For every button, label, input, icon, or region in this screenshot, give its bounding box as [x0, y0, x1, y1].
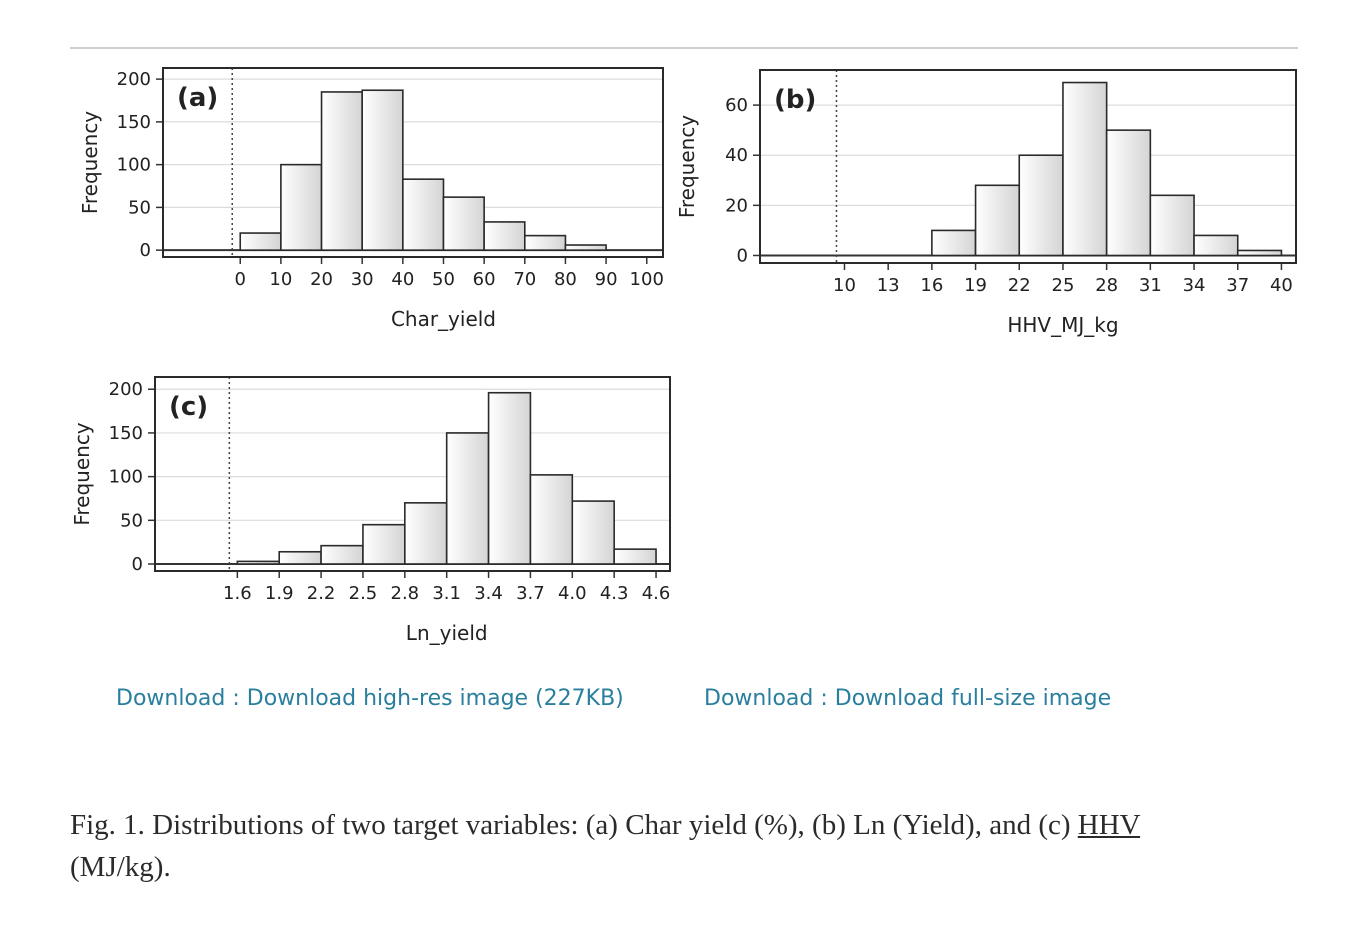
bar: [931, 229, 977, 257]
x-tick-label: 3.4: [474, 583, 503, 604]
x-tick-label: 40: [1270, 275, 1293, 296]
panel-label: (b): [774, 85, 816, 115]
y-tick-label: 20: [725, 195, 748, 216]
bar: [320, 544, 364, 565]
download-link[interactable]: Download : Download full-size image: [704, 686, 1112, 711]
x-tick-label: 19: [964, 275, 987, 296]
x-tick-label: 28: [1095, 275, 1118, 296]
bar: [1193, 234, 1239, 257]
y-tick-label: 200: [117, 69, 151, 90]
bar: [445, 432, 490, 565]
y-tick-label: 50: [120, 510, 143, 531]
x-axis-label: HHV_MJ_kg: [1007, 313, 1118, 337]
y-tick-label: 60: [725, 95, 748, 116]
panel-label: (c): [169, 392, 208, 422]
bar: [404, 502, 448, 565]
x-axis-label: Char_yield: [391, 307, 496, 331]
bar: [280, 163, 323, 251]
bar: [442, 196, 485, 251]
x-tick-label: 37: [1226, 275, 1249, 296]
bar: [320, 91, 363, 251]
x-tick-label: 70: [513, 269, 536, 290]
x-tick-label: 22: [1008, 275, 1031, 296]
bar: [236, 560, 281, 565]
x-tick-label: 2.2: [307, 583, 336, 604]
y-tick-label: 150: [117, 112, 151, 133]
caption-end: (MJ/kg).: [70, 851, 171, 883]
x-tick-label: 2.5: [349, 583, 378, 604]
x-tick-label: 16: [920, 275, 943, 296]
x-tick-label: 40: [391, 269, 414, 290]
download-link[interactable]: Download : Download high-res image (227K…: [116, 686, 624, 711]
bar: [1149, 194, 1195, 257]
x-tick-label: 30: [351, 269, 374, 290]
caption-text: Fig. 1. Distributions of two target vari…: [70, 809, 1078, 841]
x-tick-label: 3.1: [432, 583, 461, 604]
bar: [564, 244, 607, 251]
x-tick-label: 60: [473, 269, 496, 290]
bar: [1105, 129, 1152, 257]
x-tick-label: 50: [432, 269, 455, 290]
bar: [483, 221, 526, 251]
plot-frame: [162, 67, 664, 258]
bar: [487, 391, 532, 565]
caption-term[interactable]: HHV: [1077, 809, 1141, 841]
y-tick-label: 0: [132, 554, 143, 575]
x-tick-label: 0: [235, 269, 246, 290]
bar: [571, 500, 615, 565]
x-tick-label: 80: [554, 269, 577, 290]
bar: [523, 234, 567, 251]
x-tick-label: 10: [833, 275, 856, 296]
y-tick-label: 100: [109, 467, 143, 488]
y-axis-label: Frequency: [675, 115, 699, 218]
y-tick-label: 0: [140, 240, 151, 261]
x-tick-label: 25: [1052, 275, 1075, 296]
x-tick-label: 4.6: [642, 583, 671, 604]
x-tick-label: 100: [630, 269, 664, 290]
plot-frame: [154, 376, 671, 572]
x-tick-label: 4.3: [600, 583, 629, 604]
x-tick-label: 20: [310, 269, 333, 290]
panel-label: (a): [177, 83, 218, 113]
bar: [239, 232, 282, 251]
x-tick-label: 31: [1139, 275, 1162, 296]
x-tick-label: 2.8: [391, 583, 420, 604]
y-tick-label: 40: [725, 145, 748, 166]
x-tick-label: 1.9: [265, 583, 294, 604]
y-tick-label: 100: [117, 155, 151, 176]
y-tick-label: 50: [128, 197, 151, 218]
x-tick-label: 90: [595, 269, 618, 290]
bar: [1062, 81, 1108, 257]
x-tick-label: 3.7: [516, 583, 545, 604]
bar: [974, 184, 1021, 257]
y-axis-label: Frequency: [70, 422, 94, 525]
bar: [278, 550, 322, 565]
bar: [362, 523, 406, 565]
bar: [1236, 249, 1283, 257]
caption: Fig. 1. Distributions of two target vari…: [70, 804, 1230, 888]
x-tick-label: 4.0: [558, 583, 587, 604]
x-axis-label: Ln_yield: [406, 621, 488, 645]
y-tick-label: 150: [109, 423, 143, 444]
bar: [402, 178, 445, 251]
x-tick-label: 13: [877, 275, 900, 296]
y-axis-label: Frequency: [78, 111, 102, 214]
y-tick-label: 0: [737, 245, 748, 266]
bar: [529, 474, 574, 565]
x-tick-label: 1.6: [223, 583, 252, 604]
bar: [1018, 154, 1064, 257]
plot-frame: [759, 69, 1297, 264]
bar: [613, 548, 657, 565]
x-tick-label: 10: [269, 269, 292, 290]
x-tick-label: 34: [1183, 275, 1206, 296]
y-tick-label: 200: [109, 379, 143, 400]
bar: [361, 89, 404, 251]
